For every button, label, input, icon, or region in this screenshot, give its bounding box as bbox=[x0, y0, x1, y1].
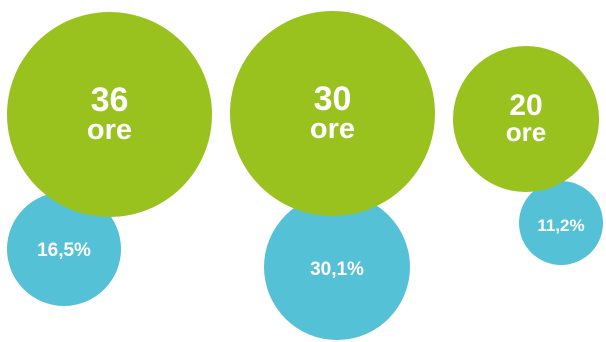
hours-value-3: 20 bbox=[509, 89, 543, 122]
percent-bubble-3: 11,2% bbox=[519, 181, 603, 265]
hours-unit-2: ore bbox=[309, 112, 356, 145]
hours-value-1: 36 bbox=[90, 80, 129, 119]
hours-value-2: 30 bbox=[313, 79, 352, 118]
percent-bubble-2: 30,1% bbox=[264, 194, 410, 340]
hours-unit-1: ore bbox=[86, 113, 133, 146]
hours-unit-3: ore bbox=[505, 117, 547, 147]
percent-label-1: 16,5% bbox=[37, 240, 91, 261]
hours-bubble-2: 30 ore bbox=[230, 11, 435, 216]
hours-bubble-3: 20 ore bbox=[453, 46, 599, 192]
percent-label-3: 11,2% bbox=[537, 216, 585, 235]
hours-bubble-1: 36 ore bbox=[7, 12, 212, 217]
percent-label-2: 30,1% bbox=[310, 259, 364, 280]
